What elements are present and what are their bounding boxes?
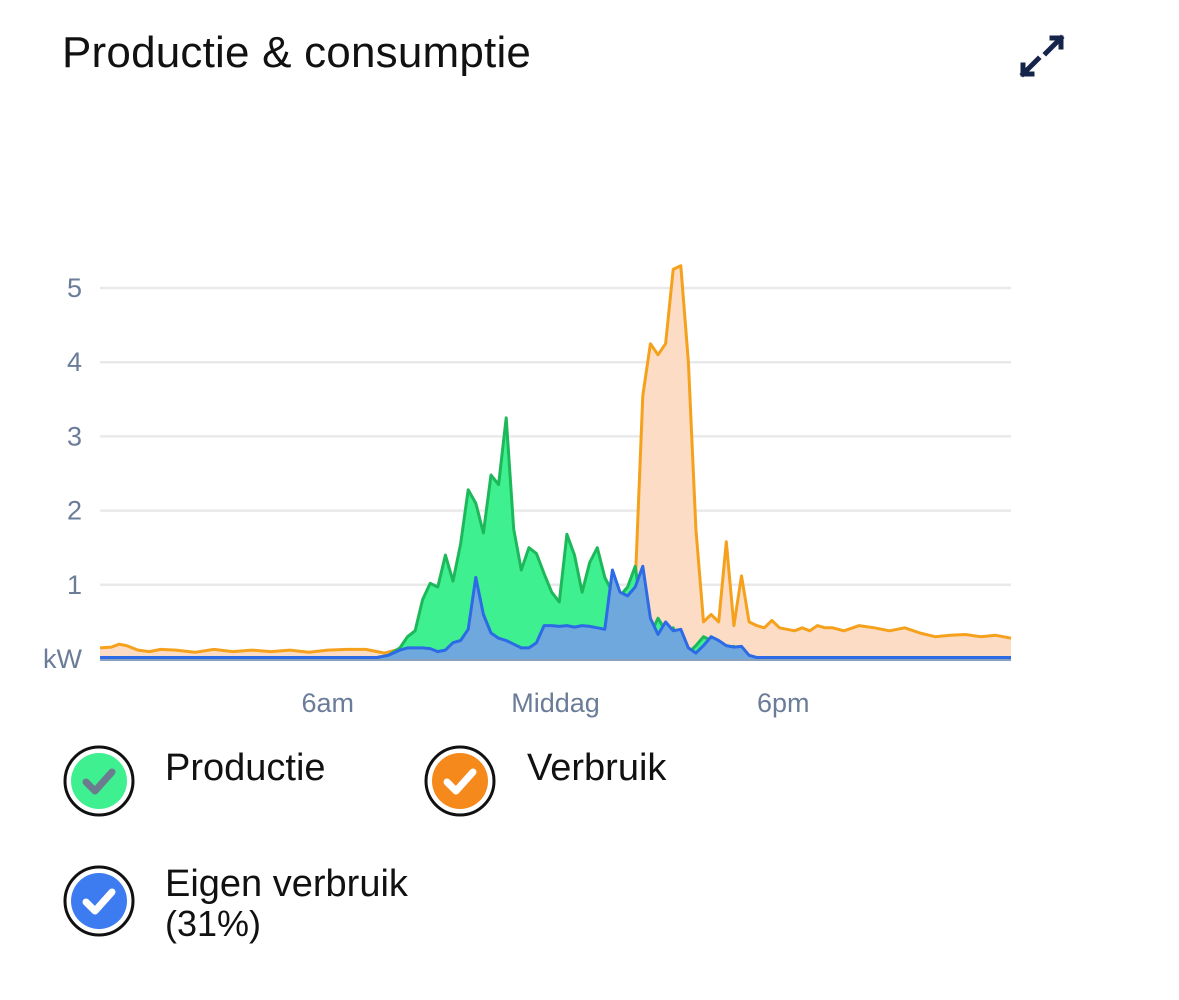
legend-item-productie[interactable]: Productie	[62, 744, 362, 817]
legend-sub-label: (31%)	[165, 903, 262, 944]
y-tick-label: 3	[67, 421, 82, 451]
y-tick-label: 2	[67, 496, 82, 526]
series-line-verbruik	[99, 264, 1012, 655]
series-area-productie	[100, 417, 1011, 659]
y-tick-label: 1	[67, 570, 82, 600]
y-tick-label: 5	[67, 273, 82, 303]
legend-item-eigen-verbruik[interactable]: Eigen verbruik (31%)	[62, 864, 482, 964]
check-icon	[63, 865, 135, 937]
check-icon	[63, 745, 135, 817]
expand-icon	[1019, 34, 1065, 78]
y-axis-label: kW	[43, 644, 83, 674]
series-areas	[99, 264, 1012, 659]
series-line-eigen-verbruik	[100, 564, 1011, 659]
legend-label: Eigen verbruik	[165, 863, 408, 905]
chart: 5 4 3 2 1 kW 6am Middag 6pm	[43, 264, 1012, 718]
expand-button[interactable]	[1012, 26, 1072, 86]
x-tick-label: 6pm	[757, 688, 810, 718]
page-title: Productie & consumptie	[62, 28, 532, 77]
y-tick-label: 4	[67, 347, 82, 377]
legend-label: Productie	[165, 747, 326, 789]
grid-lines	[100, 286, 1011, 587]
axes: 5 4 3 2 1 kW 6am Middag 6pm	[43, 273, 1011, 718]
x-tick-label: Middag	[511, 688, 600, 718]
legend-label: Verbruik	[527, 747, 667, 789]
series-area-eigen-verbruik	[100, 566, 1011, 659]
check-icon	[424, 745, 496, 817]
legend-item-verbruik[interactable]: Verbruik	[423, 744, 723, 817]
x-tick-label: 6am	[301, 688, 354, 718]
